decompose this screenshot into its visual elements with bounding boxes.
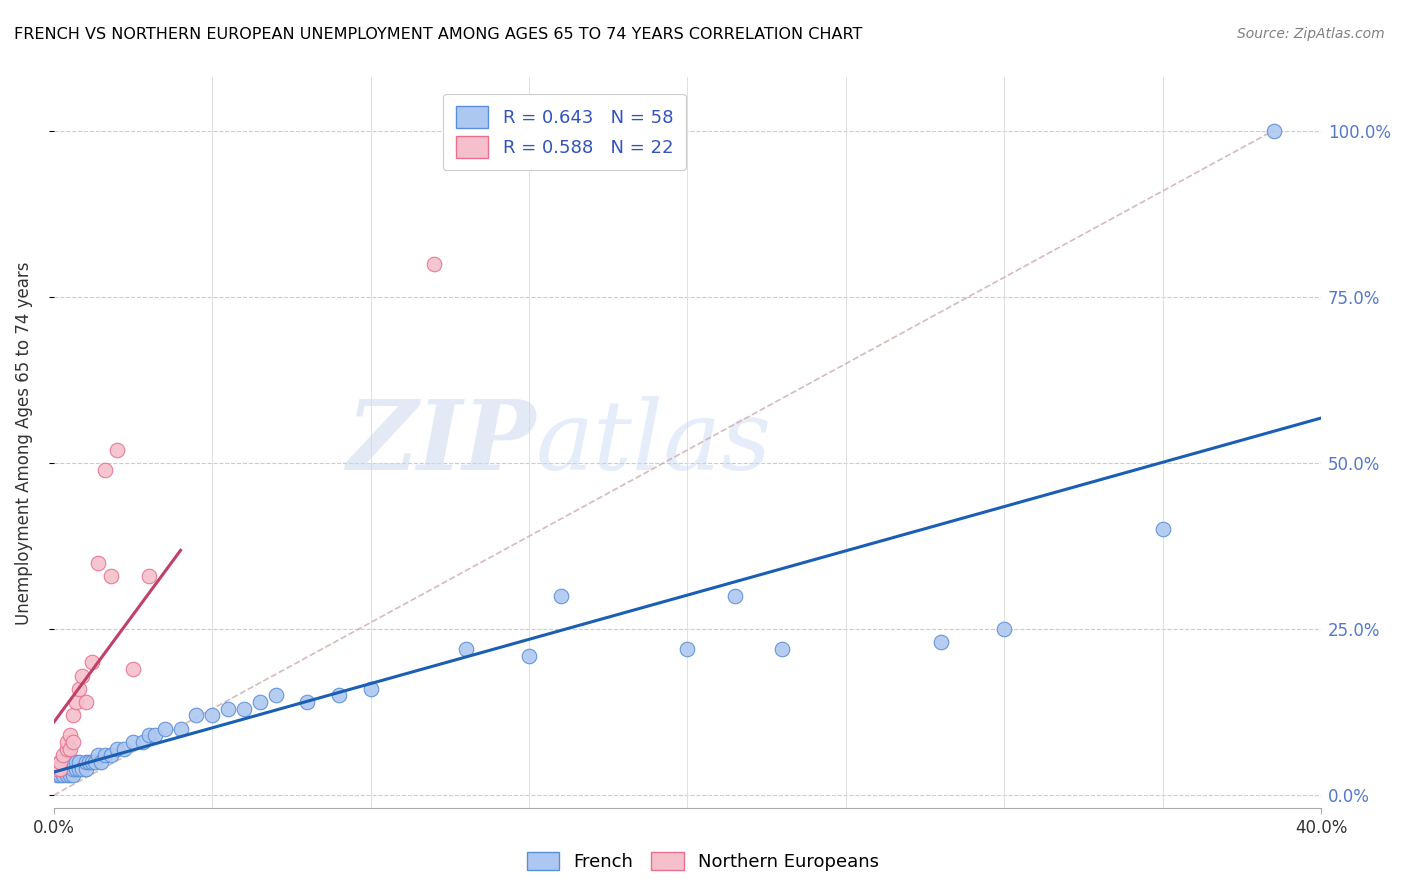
- Point: [55, 762, 77, 776]
- Y-axis label: Unemployment Among Ages 65 to 74 years: Unemployment Among Ages 65 to 74 years: [15, 261, 32, 624]
- Point: [100, 748, 122, 763]
- Point: [87, 556, 110, 570]
- Point: [80, 755, 103, 769]
- Point: [75, 755, 97, 769]
- Point: [55, 741, 77, 756]
- Point: [122, 662, 145, 676]
- Point: [62, 735, 84, 749]
- Point: [93, 748, 115, 763]
- Point: [80, 655, 103, 669]
- Point: [264, 689, 287, 703]
- Point: [90, 755, 112, 769]
- Point: [1263, 123, 1285, 137]
- Legend: French, Northern Europeans: French, Northern Europeans: [519, 845, 887, 879]
- Point: [550, 589, 572, 603]
- Point: [62, 762, 84, 776]
- Point: [46, 762, 69, 776]
- Point: [49, 755, 72, 769]
- Point: [93, 462, 115, 476]
- Point: [49, 762, 72, 776]
- Point: [249, 695, 271, 709]
- Point: [59, 741, 82, 756]
- Point: [517, 648, 540, 663]
- Point: [105, 442, 128, 457]
- Text: Source: ZipAtlas.com: Source: ZipAtlas.com: [1237, 27, 1385, 41]
- Point: [67, 755, 90, 769]
- Point: [1152, 522, 1174, 536]
- Point: [100, 569, 122, 583]
- Point: [87, 748, 110, 763]
- Point: [131, 735, 153, 749]
- Point: [929, 635, 952, 649]
- Point: [55, 735, 77, 749]
- Point: [52, 748, 75, 763]
- Point: [201, 708, 224, 723]
- Point: [328, 689, 350, 703]
- Point: [186, 708, 208, 723]
- Point: [232, 702, 254, 716]
- Point: [59, 768, 82, 782]
- Point: [46, 762, 69, 776]
- Point: [153, 722, 176, 736]
- Point: [55, 755, 77, 769]
- Point: [112, 741, 135, 756]
- Point: [676, 642, 699, 657]
- Point: [297, 695, 319, 709]
- Point: [65, 762, 87, 776]
- Point: [46, 768, 69, 782]
- Point: [454, 642, 477, 657]
- Point: [59, 755, 82, 769]
- Point: [62, 708, 84, 723]
- Point: [772, 642, 794, 657]
- Point: [138, 728, 160, 742]
- Point: [217, 702, 239, 716]
- Point: [77, 755, 100, 769]
- Point: [67, 681, 90, 696]
- Point: [52, 755, 75, 769]
- Point: [65, 755, 87, 769]
- Point: [62, 755, 84, 769]
- Point: [52, 762, 75, 776]
- Point: [72, 762, 94, 776]
- Point: [169, 722, 191, 736]
- Text: ZIP: ZIP: [346, 396, 536, 490]
- Point: [138, 569, 160, 583]
- Point: [59, 728, 82, 742]
- Point: [49, 755, 72, 769]
- Point: [75, 762, 97, 776]
- Point: [360, 681, 382, 696]
- Point: [65, 695, 87, 709]
- Point: [55, 768, 77, 782]
- Point: [59, 762, 82, 776]
- Text: FRENCH VS NORTHERN EUROPEAN UNEMPLOYMENT AMONG AGES 65 TO 74 YEARS CORRELATION C: FRENCH VS NORTHERN EUROPEAN UNEMPLOYMENT…: [14, 27, 862, 42]
- Point: [67, 762, 90, 776]
- Point: [62, 768, 84, 782]
- Point: [724, 589, 747, 603]
- Point: [122, 735, 145, 749]
- Point: [52, 768, 75, 782]
- Point: [49, 768, 72, 782]
- Point: [423, 256, 446, 270]
- Text: atlas: atlas: [536, 396, 772, 490]
- Legend: R = 0.643   N = 58, R = 0.588   N = 22: R = 0.643 N = 58, R = 0.588 N = 22: [443, 94, 686, 170]
- Point: [143, 728, 166, 742]
- Point: [993, 622, 1015, 636]
- Point: [84, 755, 107, 769]
- Point: [72, 668, 94, 682]
- Point: [75, 695, 97, 709]
- Point: [49, 762, 72, 776]
- Point: [105, 741, 128, 756]
